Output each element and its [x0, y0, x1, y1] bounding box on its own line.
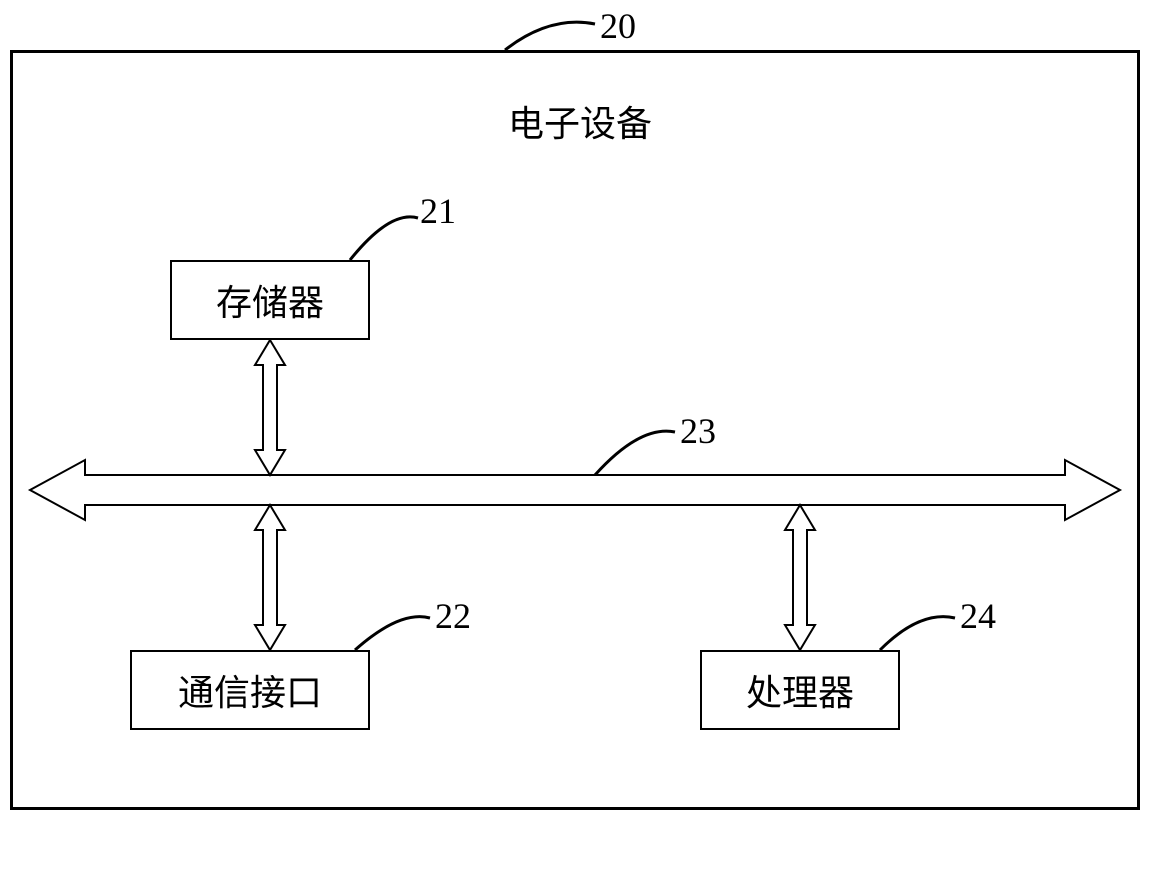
leader-lines — [0, 0, 1150, 872]
ref-21: 21 — [420, 190, 456, 232]
ref-20: 20 — [600, 5, 636, 47]
ref-23: 23 — [680, 410, 716, 452]
ref-22: 22 — [435, 595, 471, 637]
ref-24: 24 — [960, 595, 996, 637]
